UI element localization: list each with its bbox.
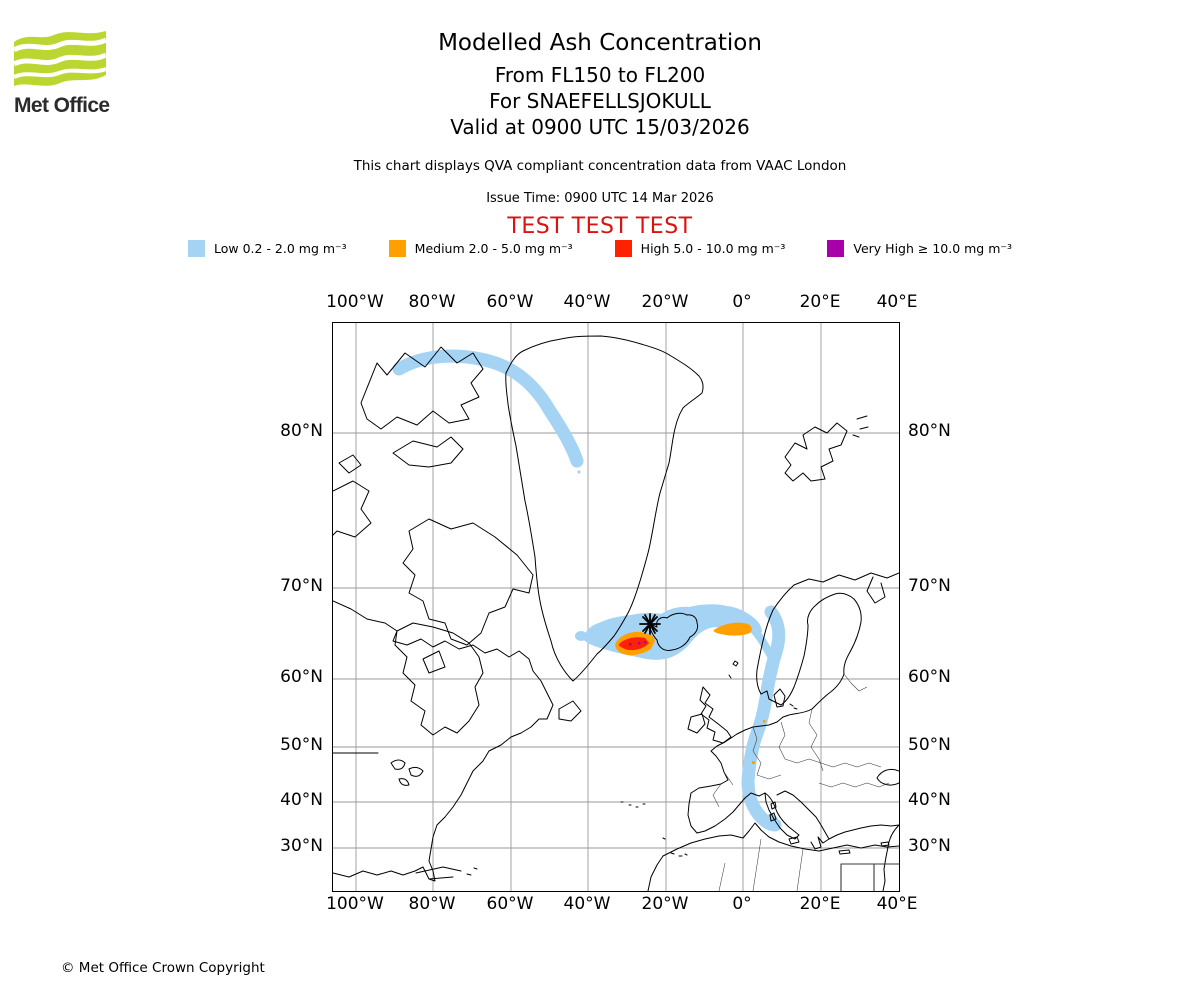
copyright-notice: © Met Office Crown Copyright xyxy=(61,960,265,976)
lon-label-bot-0: 0° xyxy=(732,894,752,914)
lon-label-bot-40w: 40°W xyxy=(563,894,611,914)
lat-label-right-50n: 50°N xyxy=(908,735,951,755)
page-title: Modelled Ash Concentration xyxy=(438,30,762,56)
valid-time-line: Valid at 0900 UTC 15/03/2026 xyxy=(450,115,750,139)
issue-time: Issue Time: 0900 UTC 14 Mar 2026 xyxy=(486,191,714,206)
lon-label-top-20e: 20°E xyxy=(799,292,841,312)
flight-level-line: From FL150 to FL200 xyxy=(494,63,706,87)
low-label: Low 0.2 - 2.0 mg m⁻³ xyxy=(214,241,347,256)
medium-swatch xyxy=(388,240,406,257)
legend-item-medium: Medium 2.0 - 5.0 mg m⁻³ xyxy=(388,240,573,257)
lat-label-right-60n: 60°N xyxy=(908,667,951,687)
legend-item-high: High 5.0 - 10.0 mg m⁻³ xyxy=(614,240,786,257)
volcano-marker-icon xyxy=(639,613,661,635)
lon-label-bot-60w: 60°W xyxy=(486,894,534,914)
lon-label-top-0: 0° xyxy=(732,292,752,312)
medium-label: Medium 2.0 - 5.0 mg m⁻³ xyxy=(414,241,573,256)
lat-label-right-80n: 80°N xyxy=(908,421,951,441)
lat-label-right-30n: 30°N xyxy=(908,836,951,856)
low-swatch xyxy=(188,240,205,257)
lat-label-left-40n: 40°N xyxy=(280,790,323,810)
legend-item-very-high: Very High ≥ 10.0 mg m⁻³ xyxy=(827,240,1012,257)
lat-label-right-70n: 70°N xyxy=(908,576,951,596)
met-office-logo-waves xyxy=(12,31,108,86)
ash-medium-east-lens xyxy=(713,622,752,636)
ash-low-arctic-arc xyxy=(392,349,584,468)
ash-very-high-specks xyxy=(629,641,646,646)
legend-item-low: Low 0.2 - 2.0 mg m⁻³ xyxy=(188,240,347,257)
very-high-swatch xyxy=(827,240,845,257)
high-label: High 5.0 - 10.0 mg m⁻³ xyxy=(640,241,786,256)
country-borders xyxy=(712,673,899,892)
lat-label-right-40n: 40°N xyxy=(908,790,951,810)
lon-label-bot-100w: 100°W xyxy=(326,894,384,914)
lon-label-top-60w: 60°W xyxy=(486,292,534,312)
lon-label-bot-40e: 40°E xyxy=(876,894,918,914)
lat-label-left-30n: 30°N xyxy=(280,836,323,856)
ash-high-core xyxy=(618,637,649,651)
lon-label-bot-20e: 20°E xyxy=(799,894,841,914)
ash-low-plume xyxy=(392,349,786,832)
lat-label-left-80n: 80°N xyxy=(280,421,323,441)
lon-label-top-20w: 20°W xyxy=(641,292,689,312)
very-high-label: Very High ≥ 10.0 mg m⁻³ xyxy=(853,241,1012,256)
map-svg xyxy=(332,323,900,892)
high-swatch xyxy=(614,240,632,257)
met-office-logo: Met Office xyxy=(12,28,110,118)
lat-label-left-50n: 50°N xyxy=(280,735,323,755)
met-office-logo-text: Met Office xyxy=(14,94,110,117)
qva-note: This chart displays QVA compliant concen… xyxy=(353,158,847,174)
lat-label-left-70n: 70°N xyxy=(280,576,323,596)
lat-label-left-60n: 60°N xyxy=(280,667,323,687)
lon-label-top-40e: 40°E xyxy=(876,292,918,312)
lon-label-top-80w: 80°W xyxy=(408,292,456,312)
lon-label-top-40w: 40°W xyxy=(563,292,611,312)
coastlines xyxy=(332,335,900,892)
lon-label-bot-20w: 20°W xyxy=(641,894,689,914)
lon-label-top-100w: 100°W xyxy=(326,292,384,312)
volcano-line: For SNAEFELLSJOKULL xyxy=(489,89,711,113)
lon-label-bot-80w: 80°W xyxy=(408,894,456,914)
test-banner: TEST TEST TEST xyxy=(507,214,693,239)
legend: Low 0.2 - 2.0 mg m⁻³ Medium 2.0 - 5.0 mg… xyxy=(0,240,1200,257)
map-plot-area xyxy=(332,322,900,892)
graticule xyxy=(333,323,899,891)
